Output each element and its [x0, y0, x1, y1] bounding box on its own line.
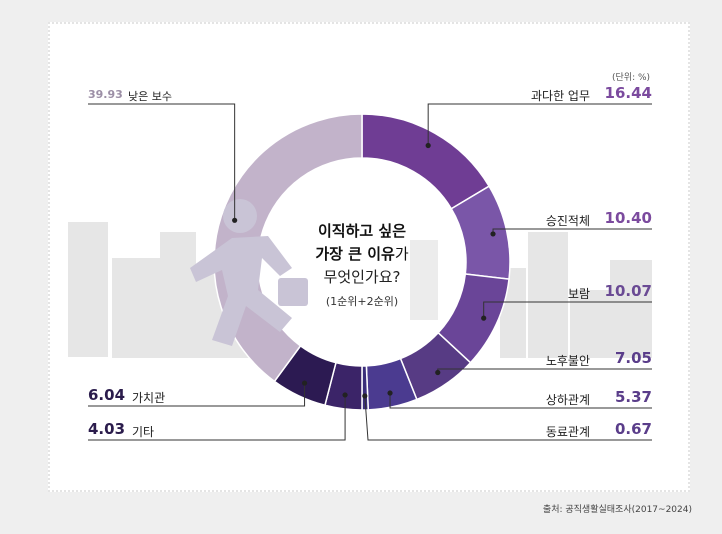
- leader-line-4: [389, 393, 652, 409]
- slice-value-3: 7.05: [614, 349, 652, 367]
- slice-label-5: 동료관계: [545, 425, 590, 439]
- source-note: 출처: 공직생활실태조사(2017~2024): [542, 505, 692, 515]
- question-line-1: 이직하고 싶은: [317, 222, 407, 240]
- unit-label: (단위: %): [612, 73, 651, 83]
- leader-dot-0: [425, 142, 431, 149]
- leader-dot-6: [342, 392, 348, 398]
- leader-dot-5: [362, 393, 368, 399]
- leader-dot-2: [481, 315, 487, 321]
- slice-label-8: 낮은 보수: [128, 90, 172, 103]
- leader-dot-3: [435, 369, 441, 376]
- leader-line-5: [364, 395, 652, 441]
- leader-line-6: [88, 394, 346, 441]
- slice-value-8: 39.93: [88, 88, 123, 101]
- slice-value-6: 4.03: [88, 420, 126, 438]
- question-title: 이직하고 싶은 가장 큰 이유가 무엇인가요? (1순위+2순위): [287, 220, 437, 309]
- leader-dot-1: [490, 231, 496, 237]
- slice-value-5: 0.67: [614, 420, 652, 438]
- leader-lines-group: [88, 103, 652, 441]
- leader-dot-8: [232, 217, 238, 223]
- slice-value-2: 10.07: [604, 282, 652, 300]
- leader-line-1: [492, 228, 652, 234]
- slice-label-4: 상하관계: [545, 393, 590, 407]
- leader-dot-7: [301, 380, 308, 386]
- slice-value-7: 6.04: [88, 386, 126, 404]
- question-line-2: 가장 큰 이유가: [287, 243, 437, 264]
- question-line-2-tail: 가: [394, 245, 409, 263]
- slice-label-2: 보람: [567, 287, 590, 301]
- leader-line-8: [88, 103, 236, 221]
- leader-line-2: [483, 301, 652, 319]
- question-line-2-bold: 가장 큰 이유: [315, 245, 395, 263]
- question-line-3: 무엇인가요?: [323, 268, 401, 286]
- leader-line-3: [437, 368, 652, 373]
- slice-value-0: 16.44: [604, 84, 652, 102]
- slice-label-7: 가치관: [132, 391, 166, 405]
- leader-line-7: [88, 383, 306, 407]
- city-skyline-illustration: [68, 222, 652, 358]
- running-person-icon: [190, 199, 308, 346]
- slices-group: [213, 113, 511, 411]
- slice-value-4: 5.37: [614, 388, 652, 406]
- slice-label-1: 승진적체: [545, 214, 590, 228]
- slice-label-3: 노후불안: [545, 354, 590, 368]
- question-line-4: (1순위+2순위): [325, 295, 399, 308]
- leader-dot-4: [387, 390, 393, 396]
- slice-label-0: 과다한 업무: [530, 89, 590, 103]
- slice-label-6: 기타: [132, 425, 155, 439]
- leader-line-0: [427, 103, 652, 146]
- slice-value-1: 10.40: [604, 209, 652, 227]
- infographic-card: [48, 22, 690, 492]
